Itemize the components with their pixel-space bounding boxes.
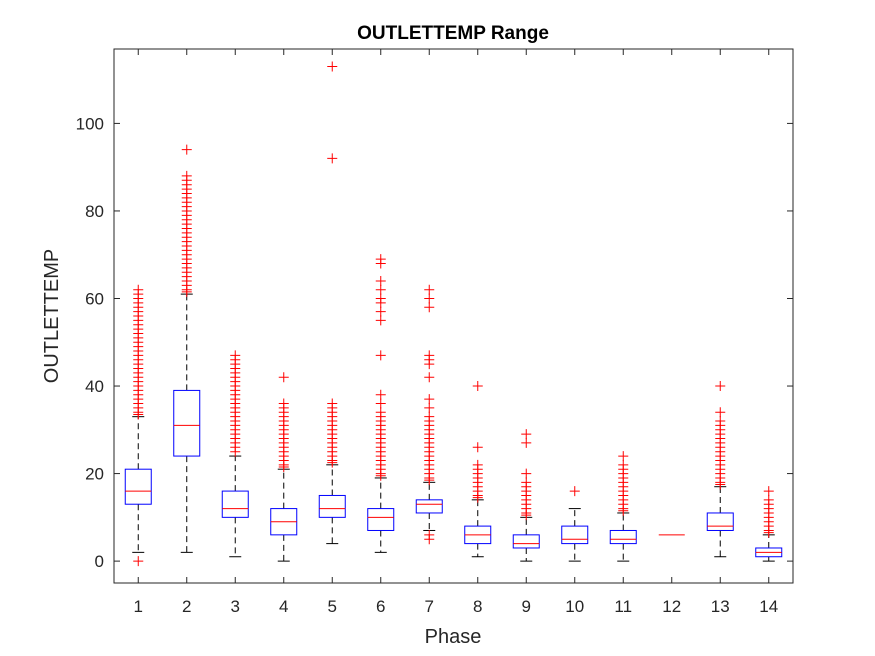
outlier-marker [375, 254, 386, 265]
x-tick-label: 14 [759, 597, 778, 616]
x-tick-label: 4 [279, 597, 288, 616]
x-tick-label: 9 [522, 597, 531, 616]
iqr-box [173, 389, 201, 457]
y-tick-label: 100 [76, 114, 104, 133]
plot-area [124, 61, 783, 567]
outlier-marker [521, 468, 532, 479]
outlier-marker [424, 302, 435, 313]
y-axis-label: OUTLETTEMP [41, 249, 63, 383]
outlier-marker [375, 389, 386, 400]
outlier-marker [472, 459, 483, 470]
outlier-marker [375, 315, 386, 326]
outlier-marker [181, 144, 192, 155]
outlier-marker [375, 275, 386, 286]
outlier-marker [181, 170, 192, 181]
outlier-marker [327, 153, 338, 164]
iqr-box [124, 468, 152, 505]
box-group-phase-5 [318, 61, 346, 545]
box-group-phase-4 [270, 372, 298, 562]
box-group-phase-7 [415, 284, 443, 545]
outlier-marker [278, 398, 289, 409]
box-group-phase-14 [755, 486, 783, 562]
box-group-phase-2 [173, 144, 201, 553]
outlier-marker [715, 407, 726, 418]
box-group-phase-8 [464, 381, 492, 558]
outlier-marker [375, 284, 386, 295]
iqr-box [512, 534, 540, 549]
outlier-marker [472, 442, 483, 453]
iqr-box [561, 525, 589, 545]
y-tick-label: 20 [85, 465, 104, 484]
x-tick-label: 13 [711, 597, 730, 616]
outlier-marker [133, 556, 144, 567]
outlier-marker [375, 398, 386, 409]
outlier-marker [763, 486, 774, 497]
box-group-phase-11 [609, 451, 637, 562]
outlier-marker [375, 293, 386, 304]
outlier-marker [424, 394, 435, 405]
outlier-marker [424, 529, 435, 540]
x-tick-label: 6 [376, 597, 385, 616]
iqr-box [221, 490, 249, 518]
outlier-marker [569, 486, 580, 497]
x-axis: 1 2 3 4 5 6 7 8 9 10 11 12 13 14 [134, 49, 778, 616]
y-tick-label: 40 [85, 377, 104, 396]
box-group-phase-6 [367, 254, 395, 553]
iqr-box [318, 494, 346, 518]
box-group-phase-3 [221, 350, 249, 558]
x-tick-label: 1 [134, 597, 143, 616]
x-tick-label: 2 [182, 597, 191, 616]
iqr-box [609, 529, 637, 545]
outlier-marker [618, 459, 629, 470]
chart-title: OUTLETTEMP Range [357, 23, 549, 44]
outlier-marker [375, 306, 386, 317]
x-tick-label: 12 [662, 597, 681, 616]
x-tick-label: 3 [231, 597, 240, 616]
outlier-marker [424, 411, 435, 422]
outlier-marker [133, 284, 144, 295]
iqr-box [706, 512, 734, 531]
outlier-marker [327, 61, 338, 72]
box-group-phase-1 [124, 284, 152, 567]
x-tick-label: 5 [328, 597, 337, 616]
outlier-marker [618, 451, 629, 462]
iqr-box [367, 508, 395, 531]
outlier-marker [715, 381, 726, 392]
x-tick-label: 8 [473, 597, 482, 616]
outlier-marker [327, 398, 338, 409]
x-tick-label: 10 [565, 597, 584, 616]
outlier-marker [424, 402, 435, 413]
outlier-marker [521, 429, 532, 440]
y-tick-label: 80 [85, 202, 104, 221]
box-group-phase-10 [561, 486, 589, 562]
outlier-marker [230, 350, 241, 361]
outlier-marker [424, 372, 435, 383]
iqr-box [415, 499, 443, 514]
outlier-marker [521, 477, 532, 488]
y-tick-label: 0 [95, 552, 104, 571]
x-axis-label: Phase [425, 626, 482, 648]
outlier-marker [424, 293, 435, 304]
outlier-marker [763, 494, 774, 505]
x-tick-label: 7 [425, 597, 434, 616]
outlier-marker [424, 350, 435, 361]
outlier-marker [715, 416, 726, 427]
box-group-phase-9 [512, 429, 540, 562]
axes-frame [113, 48, 794, 584]
outlier-marker [375, 407, 386, 418]
box-group-phase-13 [706, 381, 734, 558]
outlier-marker [521, 437, 532, 448]
y-axis: 0 20 40 60 80 100 [76, 114, 793, 571]
outlier-marker [375, 350, 386, 361]
outlier-marker [472, 381, 483, 392]
outlier-marker [424, 284, 435, 295]
y-tick-label: 60 [85, 289, 104, 308]
x-tick-label: 11 [614, 597, 632, 616]
outlier-marker [278, 372, 289, 383]
